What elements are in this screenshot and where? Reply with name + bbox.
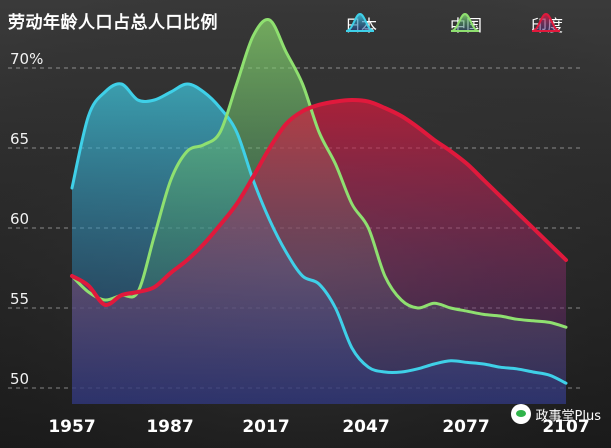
y-tick-label: 65	[10, 130, 29, 148]
legend-item-india: 印度	[531, 12, 563, 36]
legend-item-china: 中国	[450, 12, 482, 36]
y-tick-label: 60	[10, 210, 29, 228]
legend-item-japan: 日本	[345, 12, 377, 36]
watermark: 政事堂Plus	[510, 404, 601, 424]
legend-swatch-india	[531, 12, 561, 32]
x-tick-label: 2077	[442, 417, 489, 437]
line-india	[70, 98, 568, 307]
x-tick-label: 1957	[48, 417, 95, 437]
legend-swatch-japan	[345, 12, 375, 32]
y-tick-label: 55	[10, 290, 29, 308]
line-japan	[70, 82, 568, 385]
x-tick-label: 2017	[242, 417, 289, 437]
line-china	[70, 18, 568, 329]
series-lines	[70, 18, 568, 385]
watermark-text: 政事堂Plus	[535, 408, 601, 424]
legend-swatch-china	[450, 12, 480, 32]
y-tick-label: 70%	[10, 50, 43, 68]
chart-title: 劳动年龄人口占总人口比例	[8, 13, 218, 33]
area-india	[72, 100, 566, 404]
y-axis-ticks: 50 55 60 65 70%	[10, 50, 43, 388]
wechat-icon	[510, 404, 531, 424]
x-tick-label: 2107	[542, 417, 589, 437]
y-tick-label: 50	[10, 370, 29, 388]
series-areas	[72, 19, 566, 405]
x-tick-label: 2047	[342, 417, 389, 437]
x-tick-label: 1987	[146, 417, 193, 437]
x-axis-ticks: 1957 1987 2017 2047 2077 2107	[48, 417, 589, 437]
